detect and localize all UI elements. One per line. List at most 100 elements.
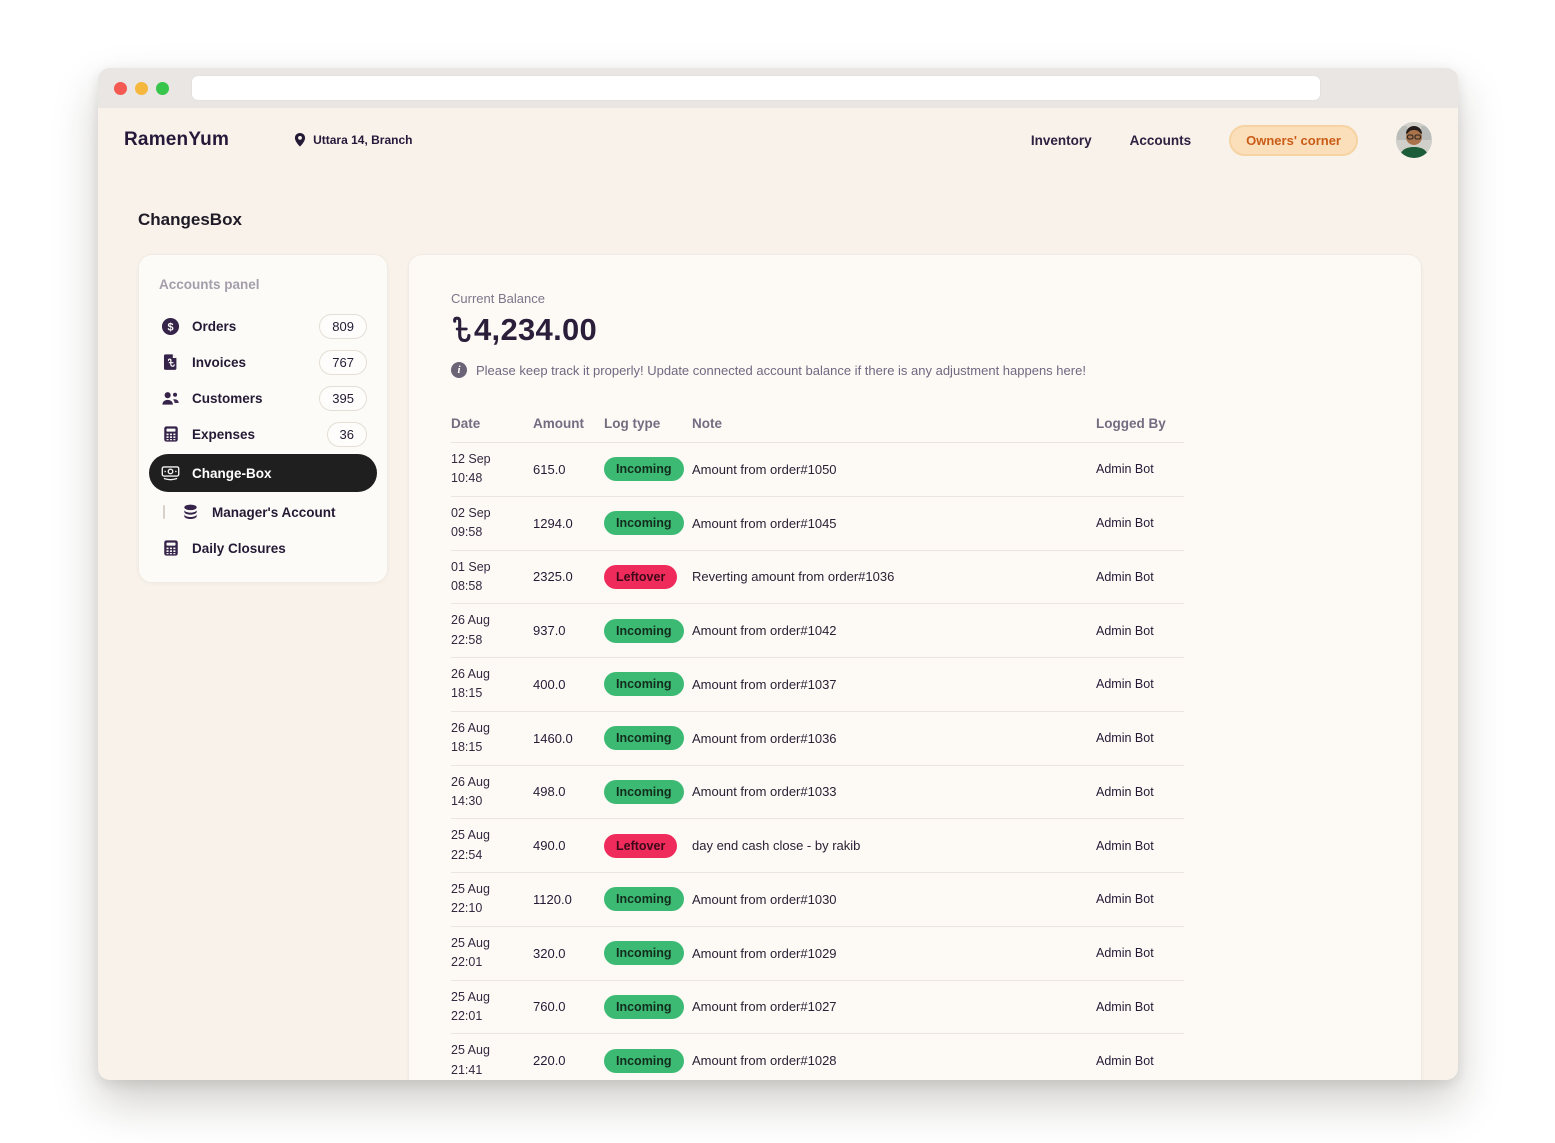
- sidebar-item-orders[interactable]: $ Orders 809: [149, 308, 377, 344]
- page-title: ChangesBox: [138, 210, 242, 229]
- log-type-badge: Incoming: [604, 457, 684, 482]
- balance-note: i Please keep track it properly! Update …: [451, 362, 1379, 378]
- brand-logo[interactable]: RamenYum: [124, 129, 230, 150]
- log-type-badge: Incoming: [604, 726, 684, 751]
- cell-amount: 498.0: [533, 784, 566, 800]
- date-text: 26 Aug: [451, 667, 490, 681]
- sidebar-item-label: Daily Closures: [192, 540, 286, 556]
- balance-value: 4,234.00: [474, 312, 598, 347]
- cell-note: Amount from order#1028: [692, 1053, 837, 1069]
- cell-amount: 220.0: [533, 1053, 566, 1069]
- table-row: 12 Sep 10:48 615.0 Incoming Amount from …: [451, 443, 1184, 497]
- sidebar-item-label: Customers: [192, 390, 263, 406]
- info-icon: i: [451, 362, 467, 378]
- table-row: 01 Sep 08:58 2325.0 Leftover Reverting a…: [451, 551, 1184, 605]
- sidebar-item-label: Invoices: [192, 354, 247, 370]
- cell-logged-by: Admin Bot: [1096, 999, 1154, 1014]
- time-text: 18:15: [451, 686, 483, 701]
- cell-note: Amount from order#1042: [692, 623, 837, 639]
- date-text: 25 Aug: [451, 989, 490, 1004]
- log-type-badge: Leftover: [604, 564, 678, 589]
- close-window-button[interactable]: [114, 81, 127, 95]
- date-text: 02 Sep: [451, 505, 491, 520]
- sidebar-item-expenses[interactable]: Expenses 36: [149, 416, 377, 452]
- cell-note: Amount from order#1029: [692, 945, 837, 961]
- cell-note: Amount from order#1030: [692, 891, 837, 907]
- time-text: 08:58: [451, 578, 483, 593]
- cell-amount: 320.0: [533, 945, 566, 961]
- nav-accounts[interactable]: Accounts: [1129, 132, 1192, 148]
- expenses-count-badge: 36: [326, 421, 367, 447]
- customers-count-badge: 395: [319, 385, 367, 411]
- cell-logged-by: Admin Bot: [1096, 784, 1154, 799]
- time-text: 10:48: [451, 471, 483, 486]
- avatar-photo: [1396, 122, 1432, 158]
- table-row: 02 Sep 09:58 1294.0 Incoming Amount from…: [451, 497, 1184, 551]
- time-text: 22:01: [451, 955, 483, 970]
- owners-corner-button[interactable]: Owners' corner: [1229, 124, 1358, 156]
- date-text: 26 Aug: [451, 774, 490, 789]
- cell-logged-by: Admin Bot: [1096, 569, 1154, 584]
- current-balance-label: Current Balance: [451, 291, 545, 306]
- cell-logged-by: Admin Bot: [1096, 1053, 1154, 1068]
- invoice-taka-icon: [161, 353, 180, 372]
- log-type-badge: Incoming: [604, 994, 684, 1019]
- cell-log-type: Leftover: [604, 833, 692, 858]
- cell-amount: 760.0: [533, 999, 566, 1015]
- sidebar-item-daily-closures[interactable]: Daily Closures: [149, 530, 377, 566]
- banknote-icon: [161, 464, 180, 483]
- cell-logged-by: Admin Bot: [1096, 623, 1154, 638]
- sidebar-item-managers-account[interactable]: Manager's Account: [149, 494, 377, 530]
- cell-amount: 400.0: [533, 676, 566, 692]
- cell-log-type: Incoming: [604, 726, 692, 751]
- cell-date: 26 Aug 18:15: [451, 665, 533, 704]
- location-pin-icon: [295, 132, 306, 147]
- current-balance-amount: 4,234.00: [451, 312, 1379, 348]
- cell-date: 26 Aug 18:15: [451, 719, 533, 758]
- cell-note: Amount from order#1027: [692, 999, 837, 1015]
- accounts-panel-title: Accounts panel: [159, 277, 260, 292]
- table-row: 25 Aug 21:41 220.0 Incoming Amount from …: [451, 1034, 1184, 1080]
- table-header-row: Date Amount Log type Note Logged By: [451, 416, 1184, 443]
- table-row: 25 Aug 22:01 760.0 Incoming Amount from …: [451, 981, 1184, 1035]
- minimize-window-button[interactable]: [135, 81, 148, 95]
- time-text: 21:41: [451, 1062, 483, 1077]
- sidebar-item-label: Orders: [192, 318, 237, 334]
- sidebar-item-change-box[interactable]: Change-Box: [149, 454, 377, 492]
- cell-date: 25 Aug 22:10: [451, 880, 533, 919]
- cell-logged-by: Admin Bot: [1096, 462, 1154, 477]
- url-bar[interactable]: [191, 75, 1321, 101]
- user-avatar[interactable]: [1396, 122, 1432, 158]
- cell-log-type: Incoming: [604, 1048, 692, 1073]
- cell-date: 25 Aug 21:41: [451, 1041, 533, 1080]
- sidebar-item-customers[interactable]: Customers 395: [149, 380, 377, 416]
- date-text: 25 Aug: [451, 882, 490, 896]
- cell-date: 25 Aug 22:54: [451, 826, 533, 865]
- top-nav: Inventory Accounts Owners' corner: [1031, 122, 1432, 158]
- date-text: 26 Aug: [451, 613, 490, 628]
- maximize-window-button[interactable]: [156, 81, 169, 95]
- cell-log-type: Incoming: [604, 457, 692, 482]
- cell-date: 01 Sep 08:58: [451, 558, 533, 597]
- log-type-badge: Incoming: [604, 887, 684, 912]
- indent-marker: [163, 505, 165, 519]
- cell-date: 02 Sep 09:58: [451, 504, 533, 543]
- date-text: 25 Aug: [451, 935, 490, 950]
- cell-amount: 490.0: [533, 838, 566, 854]
- cell-log-type: Incoming: [604, 887, 692, 912]
- time-text: 22:10: [451, 901, 483, 916]
- calculator-icon: [161, 539, 180, 558]
- customers-icon: [161, 389, 180, 408]
- col-header-log-type: Log type: [604, 416, 661, 431]
- log-type-badge: Incoming: [604, 779, 684, 804]
- date-text: 26 Aug: [451, 720, 490, 735]
- time-text: 09:58: [451, 525, 483, 540]
- cell-logged-by: Admin Bot: [1096, 677, 1154, 692]
- cell-log-type: Incoming: [604, 618, 692, 643]
- cell-logged-by: Admin Bot: [1096, 946, 1154, 961]
- nav-inventory[interactable]: Inventory: [1030, 132, 1092, 148]
- change-box-log-table: Date Amount Log type Note Logged By: [451, 416, 1184, 1080]
- cell-amount: 1294.0: [533, 515, 573, 531]
- sidebar-item-invoices[interactable]: Invoices 767: [149, 344, 377, 380]
- cell-date: 26 Aug 14:30: [451, 773, 533, 812]
